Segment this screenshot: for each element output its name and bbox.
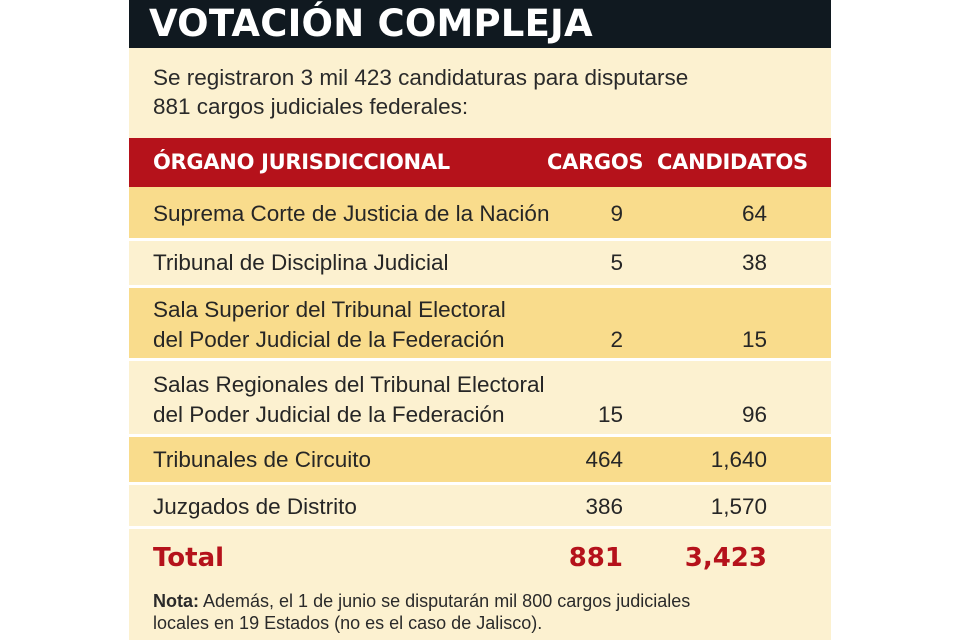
row-cargos: 386 [585,494,623,519]
table-row: Tribunales de Circuito 464 1,640 [129,434,831,482]
row-candidatos: 96 [741,402,767,427]
row-candidatos: 64 [741,201,767,226]
row-candidatos: 15 [741,327,767,352]
row-candidatos: 38 [741,250,767,275]
row-organo: Juzgados de Distrito [153,494,357,519]
title-bar: VOTACIÓN COMPLEJA [129,0,831,48]
table-row: Sala Superior del Tribunal Electoral del… [129,285,831,358]
table-row: Tribunal de Disciplina Judicial 5 38 [129,238,831,285]
table-header: ÓRGANO JURISDICCIONAL CARGOS CANDIDATOS [129,138,831,187]
row-organo-line2: del Poder Judicial de la Federación [153,327,505,352]
row-organo: Suprema Corte de Justicia de la Nación [153,201,550,226]
page-title: VOTACIÓN COMPLEJA [149,2,593,45]
row-cargos: 9 [610,201,623,226]
intro-line-2: 881 cargos judiciales federales: [153,94,469,119]
header-candidatos: CANDIDATOS [657,150,808,174]
row-candidatos: 1,570 [710,494,767,519]
table-row: Suprema Corte de Justicia de la Nación 9… [129,187,831,238]
row-candidatos: 1,640 [710,447,767,472]
intro-line-1: Se registraron 3 mil 423 candidaturas pa… [153,65,689,90]
header-cargos: CARGOS [547,150,644,174]
footnote-line-2: locales en 19 Estados (no es el caso de … [153,613,543,633]
intro-text: Se registraron 3 mil 423 candidaturas pa… [153,63,813,121]
row-cargos: 5 [610,250,623,275]
row-cargos: 15 [597,402,623,427]
footnote-line-1: Nota: Además, el 1 de junio se disputará… [153,590,813,612]
row-cargos: 2 [610,327,623,352]
row-organo-line2: del Poder Judicial de la Federación [153,402,505,427]
row-organo-line1: Sala Superior del Tribunal Electoral [153,297,506,322]
row-organo: Tribunales de Circuito [153,447,372,472]
footnote-label: Nota: [153,591,199,611]
total-row: Total 881 3,423 [129,526,831,590]
infographic-panel: VOTACIÓN COMPLEJA Se registraron 3 mil 4… [129,0,831,640]
table-row: Salas Regionales del Tribunal Electoral … [129,358,831,434]
footnote-text-1: Además, el 1 de junio se disputarán mil … [199,591,691,611]
footnote: Nota: Además, el 1 de junio se disputará… [153,590,813,634]
header-organo: ÓRGANO JURISDICCIONAL [153,150,450,174]
row-organo-line1: Salas Regionales del Tribunal Electoral [153,372,545,397]
total-cargos: 881 [568,543,623,573]
total-candidatos: 3,423 [684,543,767,573]
total-label: Total [153,543,225,573]
row-cargos: 464 [585,447,623,472]
table-row: Juzgados de Distrito 386 1,570 [129,482,831,526]
row-organo: Tribunal de Disciplina Judicial [153,250,449,275]
